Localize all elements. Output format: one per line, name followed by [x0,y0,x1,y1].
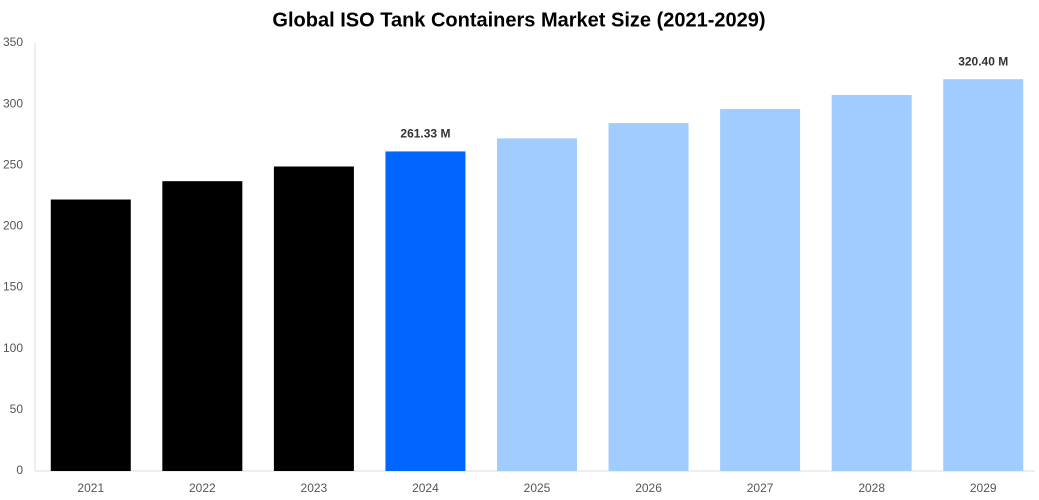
x-tick-label: 2023 [301,481,328,495]
x-tick-label: 2022 [189,481,216,495]
bar [720,109,801,471]
y-tick-label: 150 [3,280,23,294]
x-tick-label: 2029 [970,481,997,495]
y-tick-label: 100 [3,341,23,355]
y-tick-label: 0 [16,463,23,477]
chart-title: Global ISO Tank Containers Market Size (… [272,9,765,31]
bar [943,79,1024,472]
bar [608,123,689,472]
bar [385,151,466,472]
x-tick-label: 2027 [747,481,774,495]
y-tick-label: 250 [3,157,23,171]
value-label: 261.33 M [400,127,450,141]
x-tick-label: 2024 [412,481,439,495]
x-tick-label: 2026 [635,481,662,495]
y-tick-label: 300 [3,96,23,110]
y-tick-label: 50 [10,402,24,416]
x-tick-label: 2028 [858,481,885,495]
x-tick-label: 2025 [524,481,551,495]
bar [50,199,131,472]
y-tick-label: 200 [3,219,23,233]
y-tick-label: 350 [3,35,23,49]
bar [162,181,243,471]
bar [273,166,354,471]
bar [831,94,912,471]
value-label: 320.40 M [958,54,1008,68]
bar [497,138,577,471]
x-tick-label: 2021 [77,481,104,495]
